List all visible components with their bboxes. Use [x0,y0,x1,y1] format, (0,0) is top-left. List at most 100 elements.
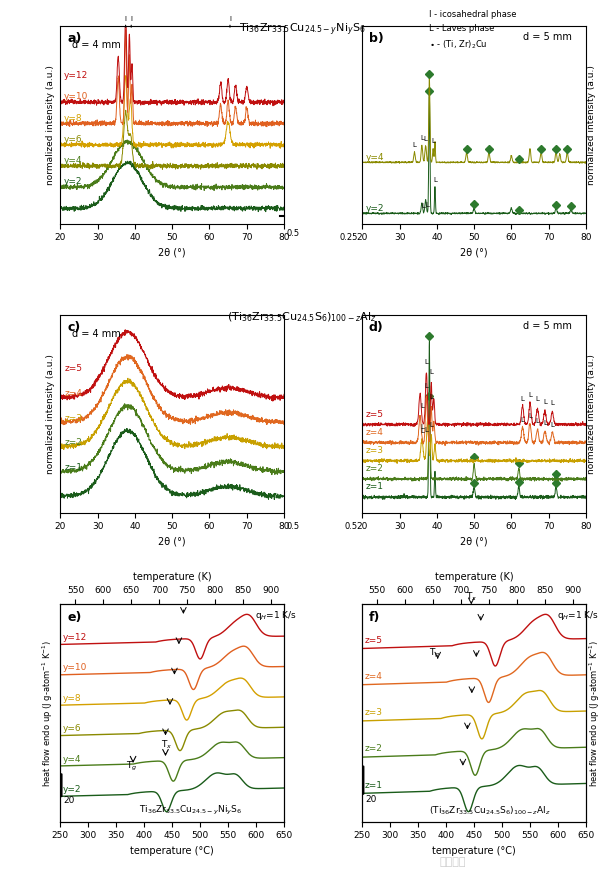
Text: L: L [413,142,416,148]
Text: z=3: z=3 [64,413,82,423]
Text: L: L [543,420,547,427]
Y-axis label: normalized intensity (a.u.): normalized intensity (a.u.) [587,65,596,184]
Text: y=10: y=10 [63,663,88,672]
Text: L: L [420,135,424,141]
Text: d = 4 mm: d = 4 mm [72,40,120,50]
Text: (Ti$_{36}$Zr$_{33.5}$Cu$_{24.5}$S$_6$)$_{100-z}$Al$_z$: (Ti$_{36}$Zr$_{33.5}$Cu$_{24.5}$S$_6$)$_… [227,310,377,324]
Text: y=4: y=4 [63,754,82,764]
Text: 0.25: 0.25 [339,232,358,242]
X-axis label: 2θ (°): 2θ (°) [158,248,186,258]
Text: I: I [124,16,127,22]
Text: 0.5: 0.5 [286,522,300,531]
Text: L: L [423,135,428,142]
Text: y=12: y=12 [63,633,88,642]
Text: $\bullet$ - (Ti, Zr)$_2$Cu: $\bullet$ - (Ti, Zr)$_2$Cu [429,38,488,51]
Text: L: L [425,359,428,365]
Text: z=5: z=5 [366,410,384,419]
Text: I: I [130,16,132,22]
Text: L: L [521,417,524,423]
Text: L: L [521,396,524,402]
Text: L: L [536,419,539,425]
Text: y=2: y=2 [64,177,83,186]
Text: L: L [543,399,547,405]
Text: L: L [420,428,424,434]
Text: Ti$_{36}$Zr$_{33.5}$Cu$_{24.5-y}$Ni$_y$S$_6$: Ti$_{36}$Zr$_{33.5}$Cu$_{24.5-y}$Ni$_y$S… [139,804,242,817]
Text: b): b) [369,32,384,45]
Text: L: L [429,369,433,375]
Text: d = 4 mm: d = 4 mm [72,329,120,339]
X-axis label: temperature (°C): temperature (°C) [432,846,516,856]
Text: L: L [429,422,433,428]
Y-axis label: heat flow endo up (J g-atom$^{-1}$ K$^{-1}$): heat flow endo up (J g-atom$^{-1}$ K$^{-… [40,639,55,787]
Text: L: L [433,177,437,183]
Text: d = 5 mm: d = 5 mm [523,322,572,331]
Text: y=2: y=2 [366,204,385,212]
Text: z=5: z=5 [365,635,383,645]
Text: q$_H$=1 K/s: q$_H$=1 K/s [557,609,599,621]
Y-axis label: heat flow endo up (J g-atom$^{-1}$ K$^{-1}$): heat flow endo up (J g-atom$^{-1}$ K$^{-… [587,639,602,787]
X-axis label: 2θ (°): 2θ (°) [460,537,488,547]
Text: 20: 20 [365,794,376,803]
Text: y=6: y=6 [64,135,83,144]
Text: L: L [429,394,433,400]
Text: y=8: y=8 [64,114,83,122]
Text: L: L [536,397,539,403]
X-axis label: temperature (°C): temperature (°C) [130,846,214,856]
Text: z=2: z=2 [365,745,383,753]
Text: z=4: z=4 [64,389,82,398]
Text: y=10: y=10 [64,93,89,101]
Text: y=8: y=8 [63,694,82,703]
Text: y=4: y=4 [64,156,83,165]
X-axis label: temperature (K): temperature (K) [133,572,211,582]
Text: L: L [426,202,429,207]
Text: e): e) [67,611,82,624]
Text: I: I [229,16,231,22]
Text: L: L [528,392,532,399]
Text: L: L [431,138,435,144]
Text: L: L [550,400,554,406]
Text: z=3: z=3 [366,446,384,454]
Y-axis label: normalized intensity (a.u.): normalized intensity (a.u.) [46,354,55,474]
Text: d = 5 mm: d = 5 mm [523,32,572,42]
Text: z=4: z=4 [365,672,383,681]
Text: 匠河酵坊: 匠河酵坊 [440,857,466,867]
Text: L: L [420,403,424,409]
Text: T$_x$: T$_x$ [161,739,172,752]
Text: L: L [420,424,424,430]
Text: L: L [425,427,428,434]
Text: T$_x$: T$_x$ [466,590,477,602]
Text: y=4: y=4 [366,153,385,162]
Text: L: L [422,203,426,209]
Text: L - Laves phase: L - Laves phase [429,24,495,33]
X-axis label: temperature (K): temperature (K) [435,572,513,582]
Text: f): f) [369,611,381,624]
Text: z=1: z=1 [366,482,384,491]
Text: T$_g$: T$_g$ [429,647,441,660]
Text: z=5: z=5 [64,364,82,373]
Text: T$_g$: T$_g$ [126,760,138,773]
Text: c): c) [67,322,80,334]
Text: 0.5: 0.5 [345,522,358,531]
Text: L: L [425,383,428,389]
Text: z=2: z=2 [64,438,82,447]
Text: (Ti$_{36}$Zr$_{33.5}$Cu$_{24.5}$S$_6$)$_{100-z}$Al$_z$: (Ti$_{36}$Zr$_{33.5}$Cu$_{24.5}$S$_6$)$_… [429,805,551,817]
Text: z=1: z=1 [365,780,383,789]
Text: z=3: z=3 [365,708,383,718]
Text: z=1: z=1 [64,463,82,472]
Text: z=4: z=4 [366,427,384,437]
Text: 0.5: 0.5 [286,229,300,238]
Text: y=12: y=12 [64,71,88,80]
Text: d): d) [369,322,384,334]
Y-axis label: normalized intensity (a.u.): normalized intensity (a.u.) [46,65,55,184]
X-axis label: 2θ (°): 2θ (°) [460,248,488,258]
Text: a): a) [67,32,82,45]
Text: 20: 20 [63,796,74,805]
Text: y=6: y=6 [63,725,82,733]
Text: I - icosahedral phase: I - icosahedral phase [429,10,517,19]
Text: q$_H$=1 K/s: q$_H$=1 K/s [255,609,297,621]
X-axis label: 2θ (°): 2θ (°) [158,537,186,547]
Text: y=2: y=2 [63,785,82,794]
Text: z=2: z=2 [366,464,384,473]
Y-axis label: normalized intensity (a.u.): normalized intensity (a.u.) [587,354,596,474]
Text: L: L [528,413,532,419]
